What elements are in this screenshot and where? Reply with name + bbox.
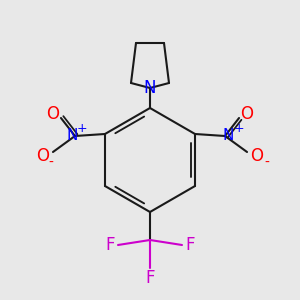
Text: N: N <box>144 79 156 97</box>
Text: N: N <box>66 128 78 143</box>
Text: +: + <box>234 122 244 136</box>
Text: N: N <box>222 128 234 143</box>
Text: -: - <box>49 156 53 170</box>
Text: +: + <box>77 122 87 136</box>
Text: F: F <box>105 236 115 254</box>
Text: F: F <box>145 269 155 287</box>
Text: O: O <box>37 147 50 165</box>
Text: O: O <box>250 147 263 165</box>
Text: F: F <box>185 236 195 254</box>
Text: -: - <box>265 156 269 170</box>
Text: O: O <box>241 105 254 123</box>
Text: O: O <box>46 105 59 123</box>
